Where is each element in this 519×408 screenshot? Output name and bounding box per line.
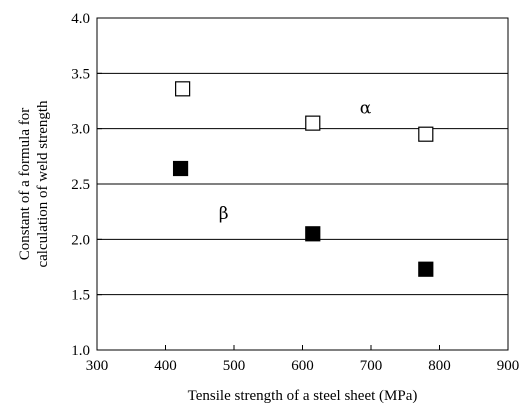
x-tick-label: 800 xyxy=(428,358,451,374)
y-tick-label: 1.5 xyxy=(71,288,90,304)
filled-square-point xyxy=(418,261,434,277)
y-tick-label: 3.0 xyxy=(71,122,90,138)
x-tick-label: 900 xyxy=(497,358,519,374)
series-label: α xyxy=(360,99,372,119)
open-square-point xyxy=(305,115,321,131)
filled-square-point xyxy=(305,226,321,242)
x-tick-label: 300 xyxy=(86,358,109,374)
y-axis-title-line: calculation of weld strength xyxy=(35,100,51,268)
y-tick-label: 3.5 xyxy=(71,66,90,82)
data-points xyxy=(172,81,434,277)
x-tick-label: 600 xyxy=(291,358,314,374)
open-square-point xyxy=(175,81,191,97)
series-label: β xyxy=(219,204,229,224)
y-tick-label: 1.0 xyxy=(71,343,90,359)
open-square-point xyxy=(418,126,434,142)
x-axis-title: Tensile strength of a steel sheet (MPa) xyxy=(188,388,418,404)
axis-ticks: 1.0 1.5 2.0 2.5 3.0 3.5 4.0 300 400 500 600 700 800 9… xyxy=(71,11,519,374)
x-tick-label: 500 xyxy=(223,358,246,374)
x-tick-label: 400 xyxy=(154,358,177,374)
y-tick-label: 2.5 xyxy=(71,177,90,193)
y-tick-label: 2.0 xyxy=(71,232,90,248)
filled-square-point xyxy=(172,160,189,177)
y-tick-label: 4.0 xyxy=(71,11,90,27)
gridlines xyxy=(97,72,508,296)
series-annotations: αβ xyxy=(219,99,372,224)
x-tick-label: 700 xyxy=(360,358,383,374)
y-axis-title: Constant of a formula for calculation of … xyxy=(17,100,51,268)
y-axis-title-line: Constant of a formula for xyxy=(17,108,33,260)
